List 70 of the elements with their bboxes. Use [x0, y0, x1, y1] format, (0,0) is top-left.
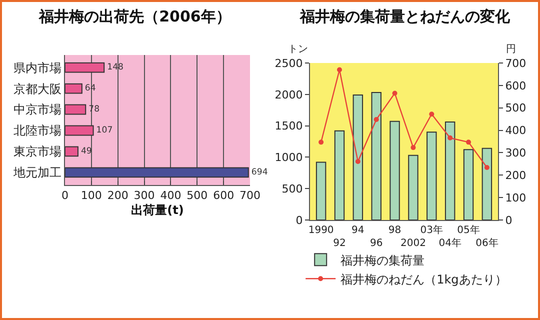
bar: [65, 83, 82, 94]
y-tick-label: 2500: [274, 56, 303, 70]
y-tick-label: 京都大阪: [14, 82, 62, 96]
x-tick-label: 92: [333, 238, 346, 249]
bar: [371, 92, 382, 220]
y-tick-label: 1000: [274, 151, 303, 164]
legend-label: 福井梅の集荷量: [340, 253, 425, 268]
y2-axis-title: 円: [506, 44, 516, 55]
y2-tick-label: 700: [505, 56, 526, 70]
bar: [352, 94, 364, 220]
x-tick-label: 700: [240, 189, 260, 202]
point: [448, 135, 453, 140]
y2-tick-label: 200: [505, 168, 526, 182]
chart-title: 福井梅の集荷量とねだんの変化: [299, 8, 511, 26]
bar: [408, 154, 418, 220]
x-tick-label: 05年: [457, 224, 480, 236]
bar: [334, 130, 345, 220]
point: [336, 67, 342, 72]
y-tick-label: 0: [296, 214, 303, 227]
x-tick-label: 200: [107, 189, 128, 202]
x-tick-label: 06年: [476, 237, 498, 249]
x-tick-label: 04年: [438, 237, 462, 249]
point: [318, 140, 324, 145]
bar: [65, 104, 86, 115]
bar: [65, 62, 105, 73]
x-tick-label: 94: [352, 225, 364, 236]
bar: [65, 125, 94, 136]
y-tick-label: 地元加工: [12, 166, 62, 180]
bar: [65, 146, 78, 157]
x-axis-title: 出荷量(t): [131, 203, 184, 218]
point: [484, 165, 490, 170]
point: [392, 90, 398, 96]
x-tick-label: 2002: [400, 238, 426, 249]
x-tick-label: 96: [370, 238, 383, 249]
bar: [482, 148, 492, 220]
data-label: 107: [96, 126, 113, 136]
x-tick-label: 100: [80, 189, 102, 202]
y-tick-label: 東京市場: [14, 144, 62, 159]
bar: [316, 162, 326, 220]
bar: [463, 149, 474, 220]
y2-tick-label: 300: [505, 146, 526, 160]
point: [355, 158, 360, 164]
x-tick-label: 1990: [308, 225, 334, 236]
y-tick-label: 2000: [274, 88, 303, 102]
y-tick-label: 1500: [274, 120, 303, 133]
point: [466, 140, 472, 145]
y-tick-label: 北陸市場: [14, 124, 62, 138]
chart-title: 福井梅の出荷先（2006年）: [38, 8, 231, 26]
x-tick-label: 500: [186, 189, 208, 202]
y2-tick-label: 0: [505, 214, 512, 227]
data-label: 694: [251, 168, 268, 178]
y2-tick-label: 600: [505, 79, 526, 92]
y2-tick-label: 500: [505, 102, 526, 115]
y-tick-label: 県内市場: [14, 60, 62, 75]
x-tick-label: 400: [160, 189, 182, 202]
point: [410, 145, 416, 150]
bar: [390, 120, 400, 220]
point: [374, 117, 379, 122]
y-tick-label: 中京市場: [14, 102, 62, 117]
bar: [426, 132, 437, 220]
y-axis-title: トン: [288, 44, 308, 55]
bar: [444, 122, 456, 220]
x-tick-label: 600: [213, 189, 234, 202]
bar: [65, 167, 249, 178]
x-tick-label: 03年: [420, 224, 444, 236]
x-tick-label: 300: [134, 189, 155, 202]
legend-label: 福井梅のねだん（1kgあたり）: [340, 272, 507, 286]
y2-tick-label: 400: [505, 124, 526, 138]
point: [429, 112, 434, 117]
x-tick-label: 98: [388, 225, 402, 236]
